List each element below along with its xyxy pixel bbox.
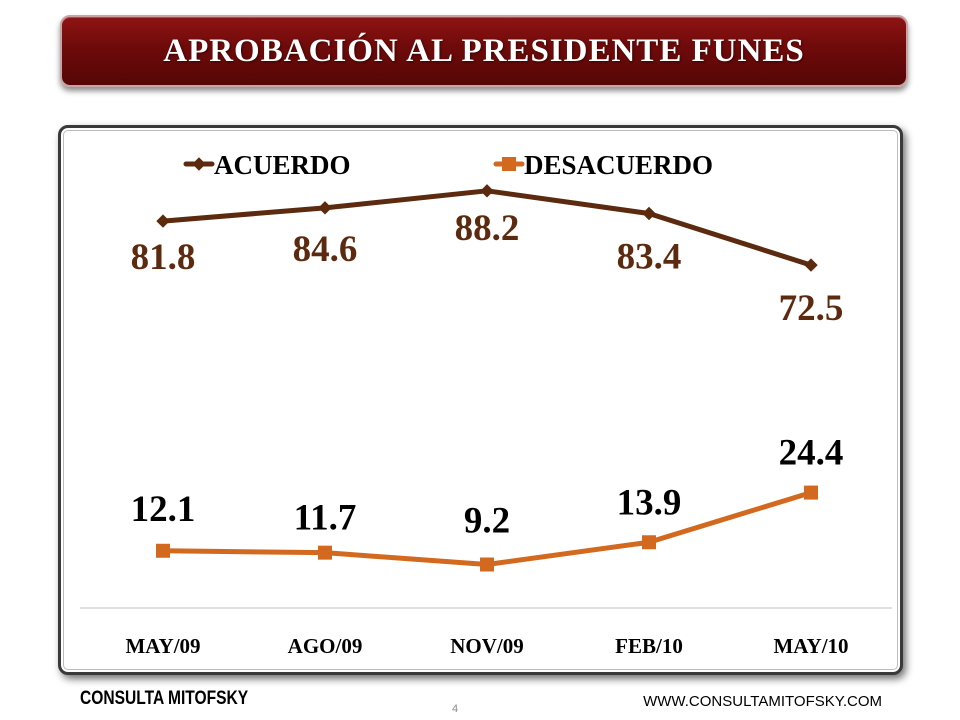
x-tick-label: NOV/09 bbox=[450, 634, 524, 658]
data-label: 13.9 bbox=[617, 482, 682, 523]
x-tick-label: MAY/09 bbox=[125, 634, 200, 658]
legend-marker-acuerdo bbox=[192, 157, 206, 171]
data-label: 72.5 bbox=[779, 288, 844, 329]
data-label: 12.1 bbox=[131, 489, 196, 530]
data-point-desacuerdo bbox=[156, 543, 170, 558]
data-point-desacuerdo bbox=[642, 535, 656, 550]
data-point-desacuerdo bbox=[318, 545, 332, 560]
legend-label-desacuerdo: DESACUERDO bbox=[524, 150, 713, 180]
chart-frame bbox=[58, 125, 903, 675]
page-number: 4 bbox=[452, 703, 459, 715]
legend-label-acuerdo: ACUERDO bbox=[214, 150, 351, 180]
x-tick-label: AGO/09 bbox=[288, 634, 363, 658]
data-point-acuerdo bbox=[480, 184, 494, 198]
data-point-acuerdo bbox=[318, 201, 332, 215]
data-label: 83.4 bbox=[617, 237, 682, 278]
data-point-desacuerdo bbox=[480, 557, 494, 572]
data-label: 9.2 bbox=[464, 500, 510, 541]
data-point-acuerdo bbox=[804, 258, 818, 272]
data-label: 84.6 bbox=[293, 229, 358, 270]
slide-title: APROBACIÓN AL PRESIDENTE FUNES bbox=[163, 32, 805, 69]
footer-brand: CONSULTA MITOFSKY bbox=[80, 688, 249, 709]
data-point-desacuerdo bbox=[804, 485, 818, 500]
data-label: 24.4 bbox=[779, 433, 844, 474]
x-tick-label: MAY/10 bbox=[773, 634, 848, 658]
data-point-acuerdo bbox=[642, 206, 656, 221]
title-banner: APROBACIÓN AL PRESIDENTE FUNES bbox=[60, 15, 908, 87]
data-label: 88.2 bbox=[455, 208, 520, 249]
data-label: 81.8 bbox=[131, 237, 196, 278]
legend-marker-desacuerdo bbox=[502, 157, 516, 171]
footer-website: WWW.CONSULTAMITOFSKY.COM bbox=[643, 693, 882, 710]
data-point-acuerdo bbox=[156, 214, 170, 228]
x-tick-label: FEB/10 bbox=[615, 634, 683, 658]
data-label: 11.7 bbox=[294, 498, 357, 539]
